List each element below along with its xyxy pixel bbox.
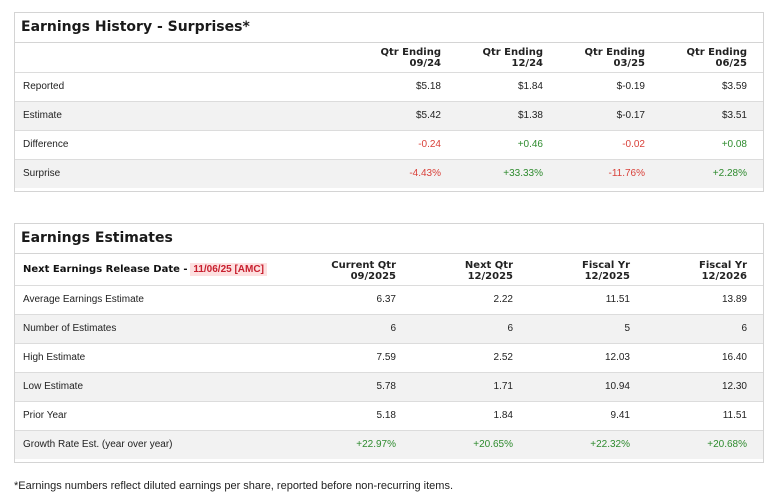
table-row: Difference -0.24 +0.46 -0.02 +0.08 <box>15 130 763 159</box>
table-row: Low Estimate 5.78 1.71 10.94 12.30 <box>15 372 763 401</box>
table-cell: 2.22 <box>493 294 513 305</box>
row-label: Low Estimate <box>23 381 84 392</box>
table-cell: +22.97% <box>356 439 396 451</box>
table-cell: $5.42 <box>415 110 441 121</box>
earnings-estimates-panel: Earnings Estimates Next Earnings Release… <box>14 223 764 463</box>
table-cell: 13.89 <box>721 294 747 305</box>
table-cell: 12.03 <box>604 352 630 363</box>
estimates-col-header: Fiscal Yr 12/2025 <box>582 259 630 282</box>
row-label: Average Earnings Estimate <box>23 294 144 305</box>
table-cell: 6.37 <box>376 294 396 305</box>
table-cell: 16.40 <box>721 352 747 363</box>
table-cell: $1.84 <box>517 81 543 92</box>
table-cell: +0.46 <box>517 139 543 150</box>
estimates-col-header: Next Qtr 12/2025 <box>464 259 513 282</box>
surprises-header-row: Qtr Ending 09/24 Qtr Ending 12/24 Qtr Endi… <box>15 43 763 72</box>
table-cell: -11.76% <box>608 168 645 180</box>
table-row: High Estimate 7.59 2.52 12.03 16.40 <box>15 343 763 372</box>
surprises-col-header: Qtr Ending 06/25 <box>686 46 747 69</box>
table-cell: 6 <box>390 323 396 334</box>
estimates-col-header: Fiscal Yr 12/2026 <box>699 259 747 282</box>
table-cell: +0.08 <box>721 139 747 150</box>
row-label: Reported <box>23 81 65 92</box>
table-cell: 5.18 <box>376 410 396 421</box>
surprises-col-header: Qtr Ending 12/24 <box>482 46 543 69</box>
surprises-col-header: Qtr Ending 03/25 <box>584 46 645 69</box>
table-cell: -0.02 <box>622 139 645 150</box>
next-release-date: 11/06/25 [AMC] <box>190 262 267 276</box>
table-cell: $-0.19 <box>616 81 645 92</box>
table-cell: $3.59 <box>721 81 747 92</box>
estimates-title: Earnings Estimates <box>15 224 763 254</box>
table-cell: +20.68% <box>707 439 747 451</box>
surprises-title: Earnings History - Surprises* <box>15 13 763 43</box>
table-cell: 5.78 <box>376 381 396 392</box>
table-cell: 9.41 <box>610 410 630 421</box>
row-label: Prior Year <box>23 410 67 421</box>
table-row: Prior Year 5.18 1.84 9.41 11.51 <box>15 401 763 430</box>
table-row: Number of Estimates 6 6 5 6 <box>15 314 763 343</box>
table-cell: $-0.17 <box>616 110 645 121</box>
estimates-header-row: Next Earnings Release Date - 11/06/25 [A… <box>15 254 763 285</box>
next-release: Next Earnings Release Date - 11/06/25 [A… <box>15 254 295 285</box>
surprises-table: Qtr Ending 09/24 Qtr Ending 12/24 Qtr Endi… <box>15 43 763 188</box>
table-cell: $1.38 <box>517 110 543 121</box>
table-cell: 11.51 <box>722 410 747 421</box>
table-cell: +2.28% <box>712 168 747 180</box>
earnings-surprises-panel: Earnings History - Surprises* Qtr Ending… <box>14 12 764 192</box>
table-cell: 2.52 <box>493 352 513 363</box>
table-cell: 11.51 <box>605 294 630 305</box>
table-cell: $3.51 <box>721 110 747 121</box>
row-label: Difference <box>23 139 69 150</box>
table-cell: 6 <box>507 323 513 334</box>
estimates-table: Next Earnings Release Date - 11/06/25 [A… <box>15 254 763 459</box>
next-release-label: Next Earnings Release Date - <box>23 263 188 275</box>
row-label: Growth Rate Est. (year over year) <box>23 439 173 451</box>
table-cell: $5.18 <box>415 81 441 92</box>
table-cell: 10.94 <box>604 381 630 392</box>
table-row: Average Earnings Estimate 6.37 2.22 11.5… <box>15 285 763 314</box>
table-cell: +20.65% <box>473 439 513 451</box>
row-label: Estimate <box>23 110 62 121</box>
table-row: Estimate $5.42 $1.38 $-0.17 $3.51 <box>15 101 763 130</box>
table-cell: -4.43% <box>409 168 441 180</box>
table-cell: 5 <box>624 323 630 334</box>
table-cell: -0.24 <box>418 139 441 150</box>
table-row: Growth Rate Est. (year over year) +22.97… <box>15 430 763 459</box>
table-cell: 1.71 <box>493 381 513 392</box>
table-cell: 12.30 <box>721 381 747 392</box>
surprises-col-header: Qtr Ending 09/24 <box>380 46 441 69</box>
row-label: High Estimate <box>23 352 86 363</box>
table-cell: 1.84 <box>493 410 513 421</box>
table-cell: 6 <box>741 323 747 334</box>
table-row: Reported $5.18 $1.84 $-0.19 $3.59 <box>15 72 763 101</box>
row-label: Surprise <box>23 168 61 180</box>
row-label: Number of Estimates <box>23 323 117 334</box>
estimates-col-header: Current Qtr 09/2025 <box>331 259 396 282</box>
footnote: *Earnings numbers reflect diluted earnin… <box>14 480 454 492</box>
table-cell: 7.59 <box>376 352 396 363</box>
table-cell: +33.33% <box>503 168 543 180</box>
table-row: Surprise -4.43% +33.33% -11.76% +2.28% <box>15 159 763 188</box>
table-cell: +22.32% <box>590 439 630 451</box>
